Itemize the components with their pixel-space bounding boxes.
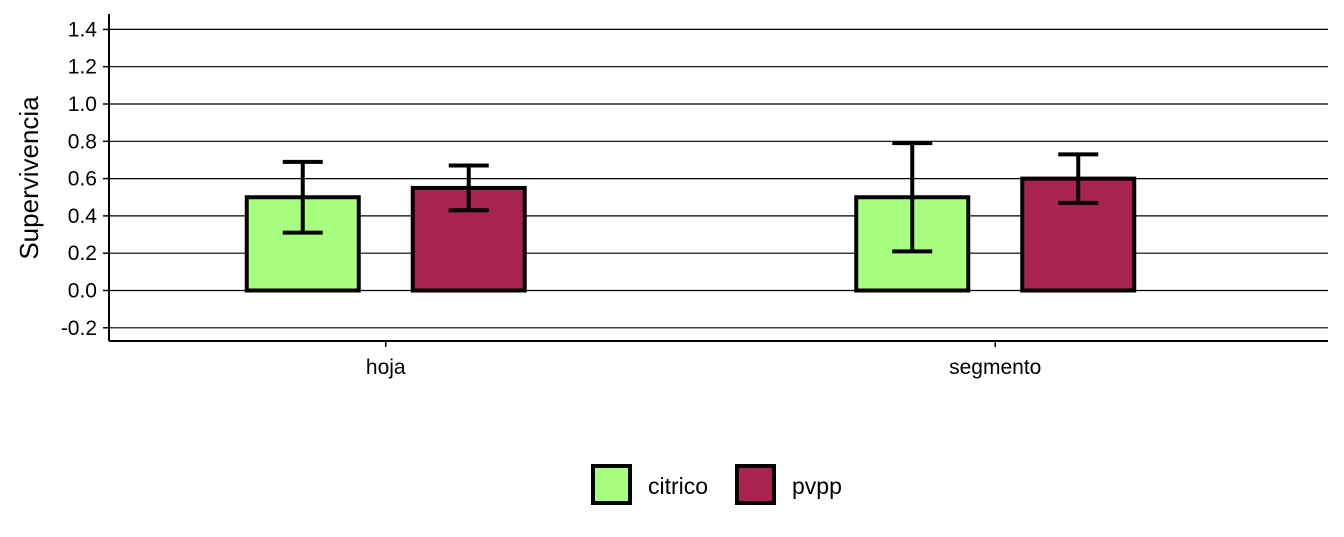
y-tick-label: -0.2 bbox=[61, 317, 97, 340]
y-tick-label: 0.0 bbox=[68, 280, 97, 303]
error-bars bbox=[282, 141, 1099, 254]
tick-labels: -0.2 0.0 0.2 0.4 0.6 0.8 1.0 1.2 1.4 hoja segmento bbox=[61, 18, 1042, 379]
y-tick-label: 0.6 bbox=[68, 168, 97, 191]
legend: citrico pvpp bbox=[591, 464, 842, 505]
y-tick-label: 1.4 bbox=[68, 18, 98, 41]
y-tick-label: 0.4 bbox=[68, 205, 98, 228]
x-tick-label-segmento: segmento bbox=[949, 356, 1041, 379]
y-tick-label: 1.0 bbox=[68, 93, 97, 116]
y-tick-label: 1.2 bbox=[68, 56, 97, 79]
x-tick-label-hoja: hoja bbox=[366, 356, 406, 379]
legend-label-citrico: citrico bbox=[648, 473, 708, 499]
y-tick-label: 0.2 bbox=[68, 242, 97, 265]
legend-key-citrico bbox=[591, 464, 632, 505]
y-axis-title: Supervivencia bbox=[14, 96, 44, 260]
axes bbox=[103, 14, 1328, 347]
bars bbox=[244, 176, 1137, 293]
legend-key-pvpp bbox=[735, 464, 776, 505]
y-tick-label: 0.8 bbox=[68, 130, 97, 153]
legend-label-pvpp: pvpp bbox=[792, 473, 842, 499]
